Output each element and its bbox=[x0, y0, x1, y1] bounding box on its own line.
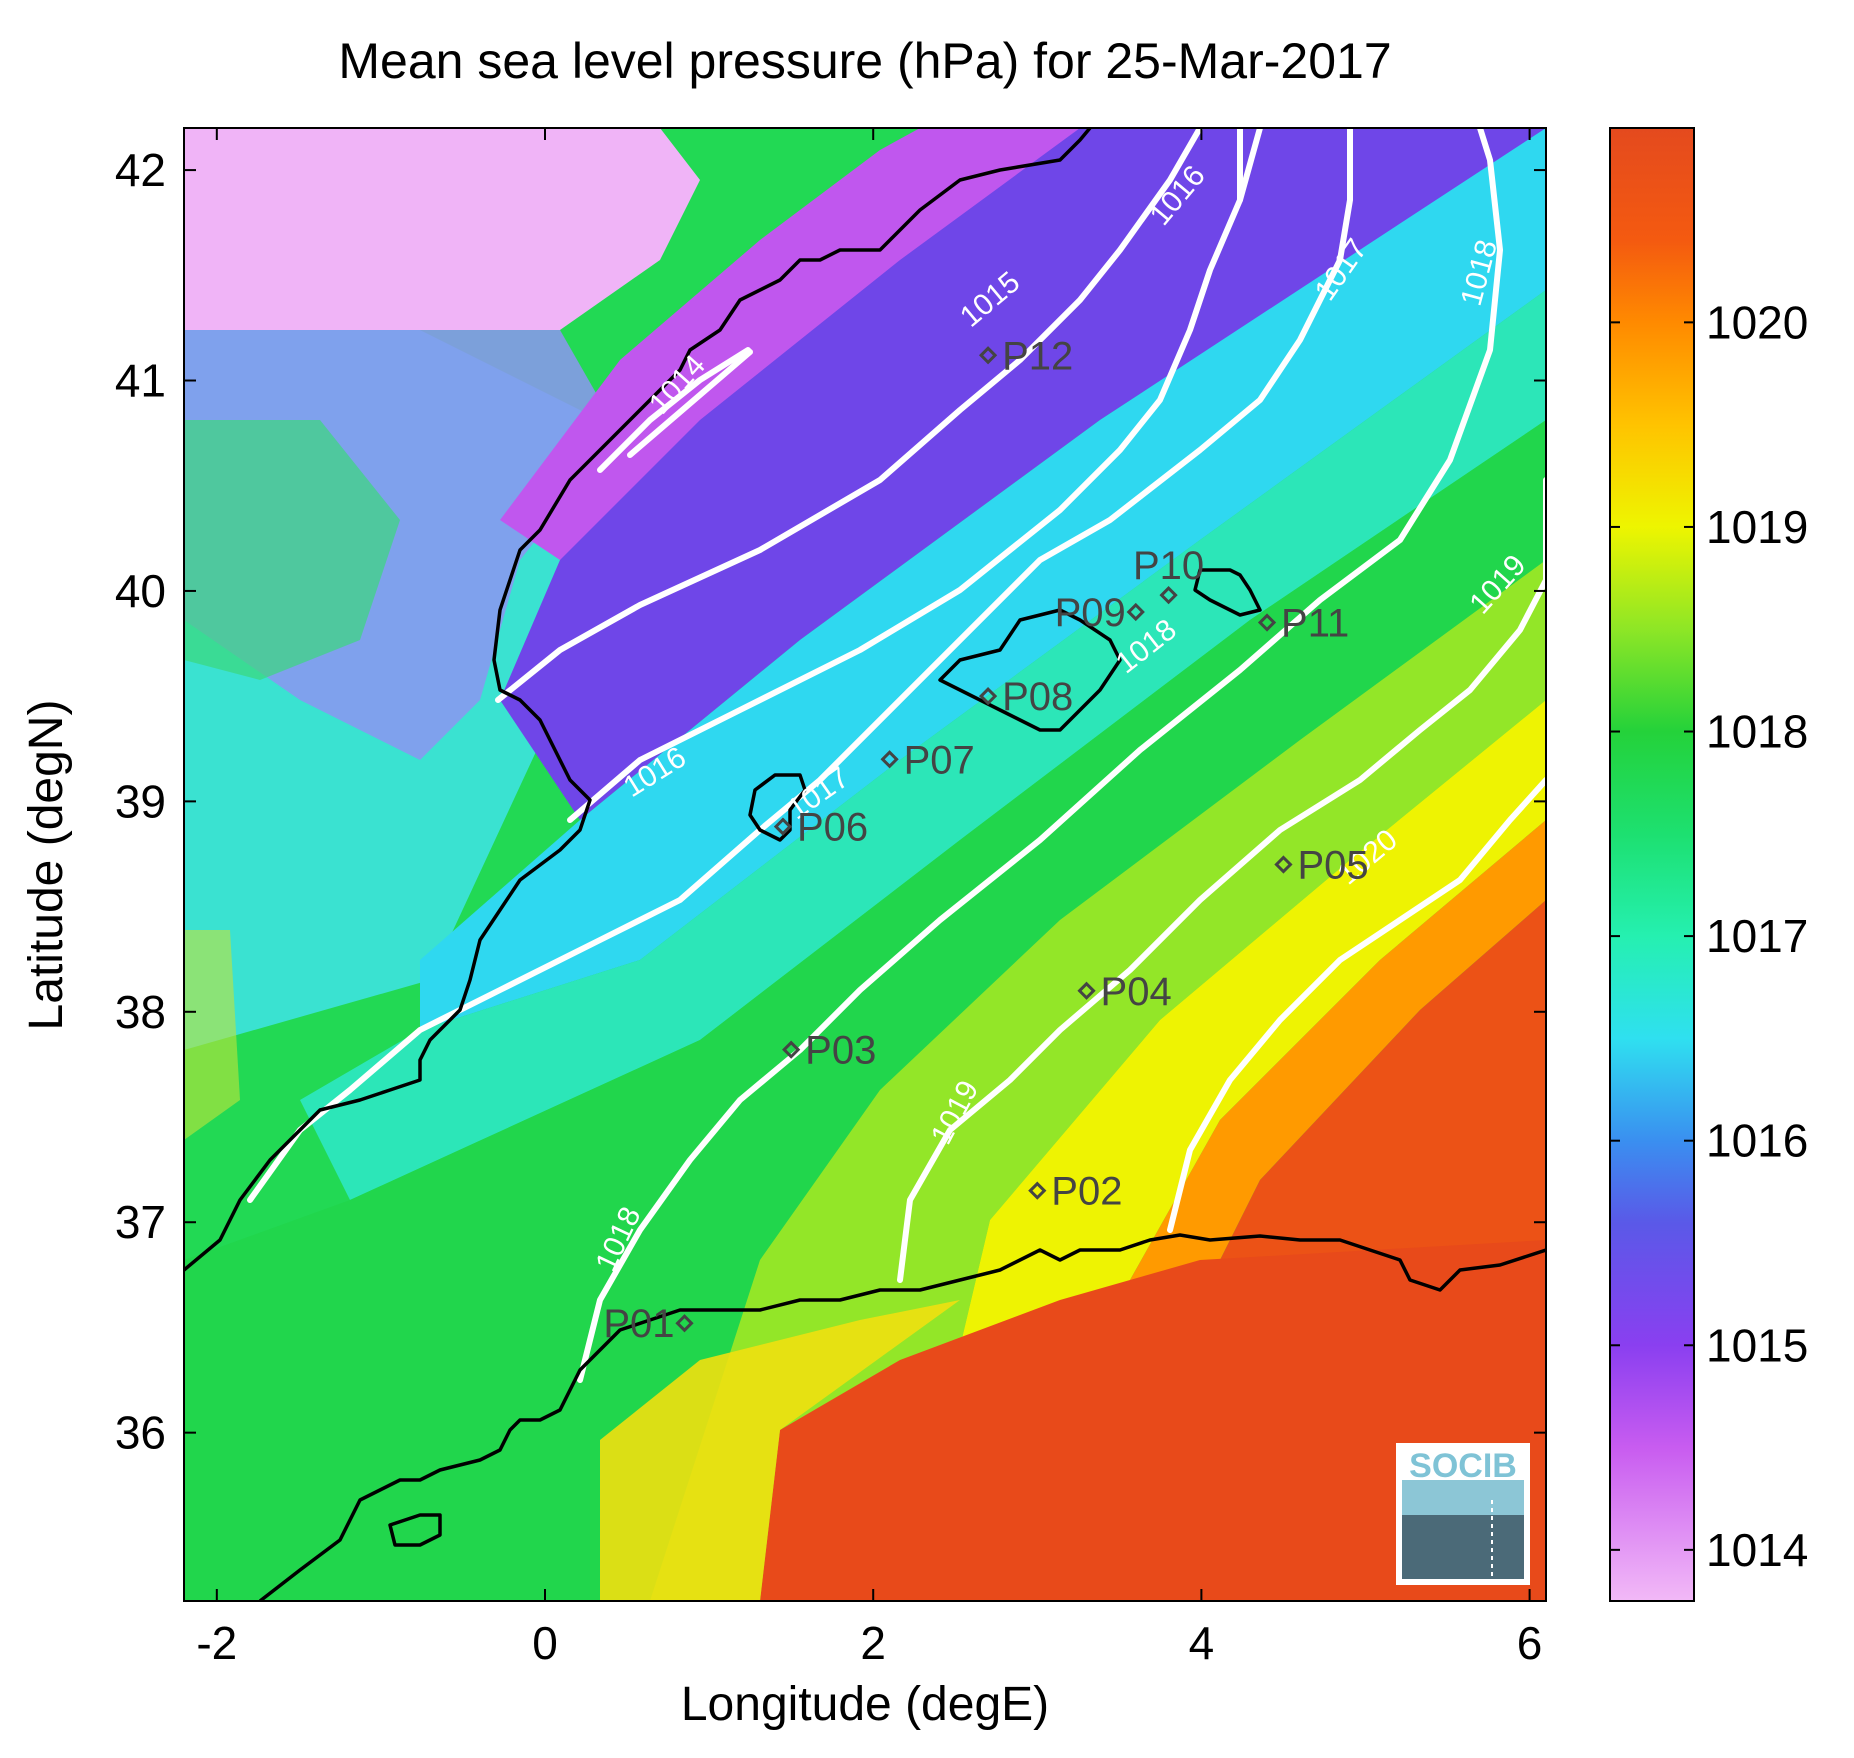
station-marker bbox=[1257, 613, 1277, 632]
map-frame bbox=[183, 127, 1547, 1602]
y-tick-label: 37 bbox=[115, 1196, 166, 1248]
x-tick-label: 2 bbox=[860, 1617, 886, 1669]
contour-1017 bbox=[247, 128, 1353, 1203]
station-p10: P10 bbox=[1133, 544, 1204, 605]
island-mallorca bbox=[938, 608, 1122, 732]
station-marker bbox=[1077, 981, 1096, 1000]
station-label: P03 bbox=[805, 1029, 876, 1073]
x-tick-label: 6 bbox=[1517, 1617, 1543, 1669]
station-label: P10 bbox=[1133, 544, 1204, 588]
station-p11: P11 bbox=[1257, 602, 1349, 646]
station-label: P05 bbox=[1297, 844, 1368, 888]
contour-1015 bbox=[495, 128, 1203, 703]
station-label: P11 bbox=[1281, 602, 1349, 646]
y-tick-label: 42 bbox=[115, 144, 166, 196]
station-p05: P05 bbox=[1274, 844, 1369, 888]
station-marker bbox=[1028, 1181, 1047, 1200]
station-p06: P06 bbox=[773, 806, 868, 850]
contour-1019 bbox=[897, 477, 1546, 1283]
contour-1014-b bbox=[627, 349, 753, 458]
y-tick-label: 41 bbox=[115, 355, 166, 407]
colorbar-tick-label: 1015 bbox=[1706, 1319, 1808, 1371]
field-land-west bbox=[184, 420, 400, 680]
colorbar-ticks: 1014 1015 1016 1017 1018 1019 1020 bbox=[1610, 296, 1808, 1576]
station-label: P08 bbox=[1002, 675, 1073, 719]
contour-1014 bbox=[597, 347, 751, 473]
colorbar-tick-label: 1020 bbox=[1706, 296, 1808, 348]
y-tick-label: 40 bbox=[115, 565, 166, 617]
plot-title: Mean sea level pressure (hPa) for 25-Mar… bbox=[338, 33, 1391, 89]
field-africa-red bbox=[760, 1240, 1546, 1601]
station-p02: P02 bbox=[1028, 1170, 1122, 1214]
coastline-iberia bbox=[184, 128, 1092, 1272]
station-marker bbox=[675, 1314, 694, 1333]
station-label: P09 bbox=[1055, 591, 1126, 635]
y-tick-label: 38 bbox=[115, 986, 166, 1038]
contour-lines bbox=[247, 128, 1546, 1383]
station-label: P02 bbox=[1051, 1170, 1122, 1214]
field-africa-yellow bbox=[600, 1300, 960, 1601]
station-label: P01 bbox=[603, 1302, 674, 1346]
station-p07: P07 bbox=[880, 738, 975, 782]
island-menorca bbox=[1193, 568, 1262, 617]
station-p09: P09 bbox=[1055, 591, 1145, 635]
station-label: P06 bbox=[797, 806, 868, 850]
station-label: P04 bbox=[1101, 970, 1172, 1014]
station-marker bbox=[1126, 602, 1145, 622]
station-marker bbox=[978, 687, 998, 706]
axes: -2 0 2 4 6 36 37 38 39 40 41 42 bbox=[115, 128, 1546, 1669]
field-low-pink bbox=[184, 128, 700, 330]
logo-text: SOCIB bbox=[1409, 1447, 1517, 1485]
contour-1020 bbox=[1167, 777, 1546, 1233]
x-axis-label: Longitude (degE) bbox=[681, 1678, 1049, 1731]
station-marker bbox=[1274, 855, 1293, 874]
colorbar bbox=[1609, 127, 1695, 1602]
station-marker bbox=[782, 1040, 801, 1059]
station-label: P12 bbox=[1002, 334, 1073, 378]
y-tick-label: 39 bbox=[115, 775, 166, 827]
contour-1018 bbox=[577, 128, 1503, 1383]
y-axis-label: Latitude (degN) bbox=[20, 700, 73, 1031]
station-marker bbox=[978, 346, 998, 365]
island-ibiza bbox=[748, 773, 807, 842]
contour-1016 bbox=[567, 128, 1243, 823]
station-p03: P03 bbox=[782, 1029, 876, 1073]
field-band-green bbox=[184, 420, 1546, 1601]
y-tick-label: 36 bbox=[115, 1407, 166, 1459]
colorbar-tick-label: 1017 bbox=[1706, 910, 1808, 962]
station-marker bbox=[773, 817, 793, 836]
map-area bbox=[184, 128, 1546, 1601]
station-label: P07 bbox=[904, 738, 975, 782]
coastlines bbox=[184, 128, 1546, 1601]
socib-logo: SOCIB bbox=[1396, 1443, 1530, 1585]
x-tick-label: -2 bbox=[196, 1617, 237, 1669]
island-alboran bbox=[388, 1513, 442, 1547]
logo-sky bbox=[1402, 1480, 1524, 1515]
station-p01: P01 bbox=[603, 1302, 694, 1346]
colorbar-tick-label: 1016 bbox=[1706, 1115, 1808, 1167]
field-low-magenta bbox=[500, 128, 1080, 560]
colorbar-tick-label: 1018 bbox=[1706, 706, 1808, 758]
station-marker bbox=[880, 750, 899, 769]
field-band-cyan bbox=[420, 128, 1546, 1030]
station-marker bbox=[1159, 586, 1178, 605]
colorbar-tick-label: 1014 bbox=[1706, 1524, 1808, 1576]
colorbar-tick-label: 1019 bbox=[1706, 501, 1808, 553]
station-p04: P04 bbox=[1077, 970, 1172, 1014]
station-p08: P08 bbox=[978, 675, 1073, 719]
field-land-west-yellow bbox=[184, 930, 240, 1140]
station-p12: P12 bbox=[978, 334, 1073, 378]
contour-1017-n bbox=[1237, 128, 1263, 203]
x-tick-label: 0 bbox=[532, 1617, 558, 1669]
coastline-africa bbox=[258, 1233, 1546, 1601]
field-band-teal bbox=[300, 290, 1546, 1200]
x-tick-label: 4 bbox=[1189, 1617, 1215, 1669]
